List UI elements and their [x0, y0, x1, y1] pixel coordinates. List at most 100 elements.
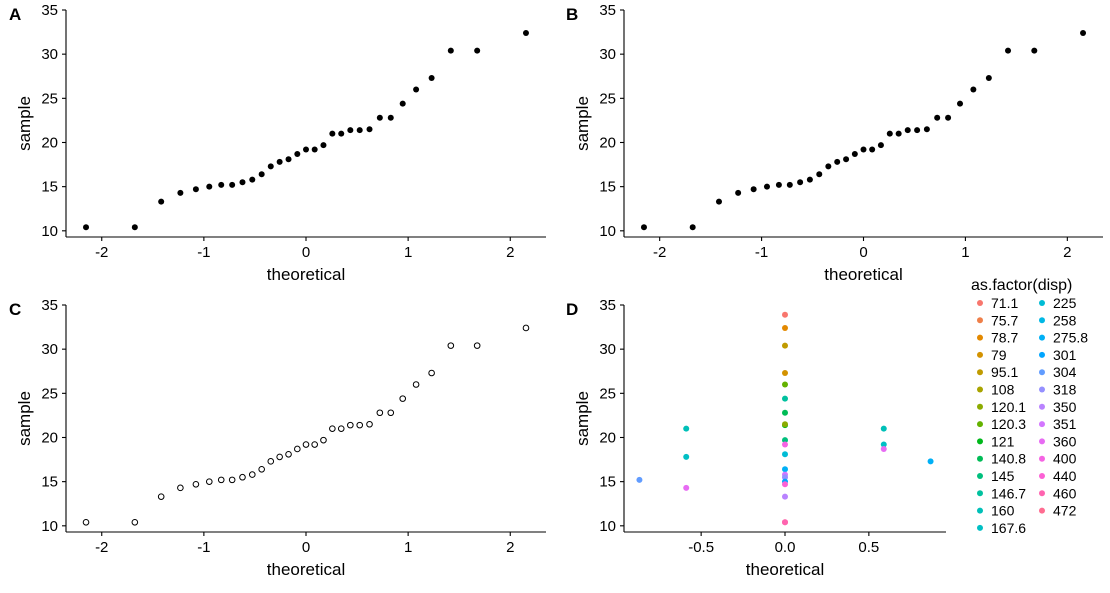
data-point [970, 86, 977, 93]
panel-tag: B [566, 5, 578, 24]
x-tick-label: -2 [653, 244, 666, 261]
y-tick-label: 15 [41, 179, 58, 196]
data-point [387, 114, 394, 121]
x-axis-label: theoretical [267, 560, 345, 579]
data-point [366, 420, 373, 428]
data-point [904, 127, 911, 134]
data-point [640, 224, 647, 231]
data-point [387, 409, 395, 417]
legend-label: 304 [1053, 364, 1077, 380]
x-tick-label: 0 [302, 539, 310, 556]
data-point [880, 441, 887, 448]
y-tick-label: 15 [41, 474, 58, 491]
y-tick-label: 30 [599, 341, 616, 358]
data-point [782, 421, 788, 428]
legend-label: 160 [991, 503, 1015, 519]
legend-label: 121 [991, 433, 1015, 449]
legend-key [1039, 317, 1045, 324]
legend-key [1039, 369, 1045, 376]
legend-key [977, 334, 983, 341]
data-point [1005, 47, 1012, 54]
legend-key [1039, 403, 1045, 410]
legend-label: 472 [1053, 503, 1077, 519]
legend-key [1039, 455, 1045, 462]
data-point [957, 100, 964, 107]
data-point [218, 181, 225, 188]
legend-key [1039, 490, 1045, 497]
data-point [337, 425, 345, 432]
data-point [782, 441, 788, 448]
data-point [239, 473, 246, 481]
data-point [797, 179, 804, 186]
data-point [782, 481, 788, 488]
legend-key [977, 507, 983, 514]
panel-tag: C [9, 300, 21, 319]
legend-key [977, 369, 983, 376]
data-point [376, 114, 383, 121]
data-point [923, 126, 930, 133]
panel-c: C 10 15 20 25 30 35 -2 -1 0 1 2 theoretical sample [9, 297, 546, 579]
y-tick-label: 25 [41, 90, 58, 107]
y-tick-label: 15 [599, 474, 616, 491]
data-point [177, 189, 184, 196]
y-tick-label: 20 [41, 134, 58, 151]
data-point [258, 171, 265, 178]
data-point [311, 146, 318, 153]
data-point [412, 381, 420, 388]
x-tick-label: 1 [404, 539, 412, 556]
data-point [329, 425, 336, 432]
data-point [1031, 47, 1038, 54]
legend-label: 120.1 [991, 399, 1026, 415]
panel-tag: A [9, 5, 21, 24]
data-point [294, 150, 301, 157]
x-tick-label: -1 [755, 244, 768, 261]
data-point [276, 158, 283, 165]
data-point [834, 158, 841, 165]
data-point [206, 183, 213, 190]
x-tick-label: -2 [95, 244, 108, 261]
data-point [158, 198, 165, 205]
legend-label: 400 [1053, 451, 1077, 467]
legend-label: 75.7 [991, 312, 1018, 328]
x-tick-label: 0.0 [775, 539, 796, 556]
y-tick-label: 20 [599, 134, 616, 151]
data-point [428, 369, 435, 377]
data-point [782, 451, 788, 458]
data-point [782, 493, 788, 500]
legend-key [1039, 421, 1045, 428]
data-point [782, 342, 788, 349]
x-tick-label: -1 [197, 539, 210, 556]
data-point [782, 466, 788, 473]
data-point [880, 425, 887, 432]
data-point [927, 458, 934, 465]
panel-d: D 10 15 20 25 30 35 -0.5 0.0 0.5 theoretical sample [566, 297, 946, 579]
data-point [782, 381, 788, 388]
data-point [782, 395, 788, 402]
y-axis-label: sample [15, 391, 34, 446]
legend-label: 146.7 [991, 485, 1026, 501]
data-point [329, 130, 336, 137]
data-point [473, 342, 481, 349]
data-point [248, 471, 256, 478]
data-point [782, 474, 788, 481]
data-point [347, 127, 354, 134]
data-point [366, 126, 373, 133]
legend-key [977, 438, 983, 445]
data-point [825, 163, 832, 170]
data-point [83, 224, 90, 231]
y-tick-label: 35 [41, 297, 58, 314]
x-tick-label: 2 [506, 244, 514, 261]
data-point [806, 176, 813, 183]
data-point [843, 156, 850, 163]
panel-tag: D [566, 300, 578, 319]
legend: as.factor(disp)71.175.778.77995.1108120.… [971, 277, 1088, 536]
data-point [229, 181, 236, 188]
legend-key [977, 351, 983, 358]
data-point [895, 130, 902, 137]
legend-key [1039, 386, 1045, 393]
legend-label: 95.1 [991, 364, 1018, 380]
data-point [985, 75, 992, 82]
data-point [376, 409, 384, 417]
legend-key [977, 317, 983, 324]
